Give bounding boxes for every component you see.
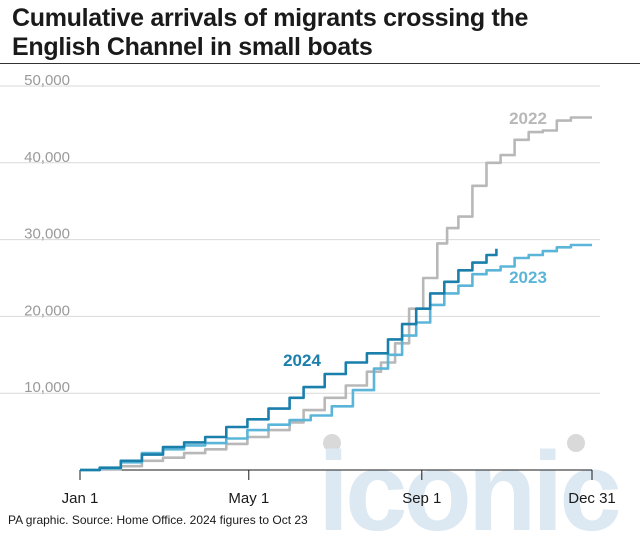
y-tick-label: 50,000 [24,72,70,89]
x-tick-label: Dec 31 [568,490,616,507]
x-tick-label: May 1 [228,490,269,507]
watermark-text: iconic [318,429,619,533]
chart-title: Cumulative arrivals of migrants crossing… [12,4,632,62]
series-line-2024 [80,248,498,472]
series-label-2023: 2023 [509,268,547,287]
source-note: PA graphic. Source: Home Office. 2024 fi… [8,513,308,527]
series-label-2024: 2024 [283,351,321,370]
series-label-2022: 2022 [509,109,547,128]
series-line-2022 [80,116,592,472]
chart-title-line-2: English Channel in small boats [12,33,373,61]
x-tick-label: Jan 1 [62,490,99,507]
y-tick-label: 40,000 [24,149,70,166]
watermark-graphic: iconic [318,429,623,533]
watermark-dot [567,434,585,452]
chart-title-line-1: Cumulative arrivals of migrants crossing… [12,4,529,32]
y-tick-label: 20,000 [24,302,70,319]
x-tick-label: Sep 1 [402,490,441,507]
title-divider [0,63,640,64]
watermark-dot [323,434,341,452]
y-tick-label: 30,000 [24,226,70,243]
y-tick-label: 10,000 [24,379,70,396]
